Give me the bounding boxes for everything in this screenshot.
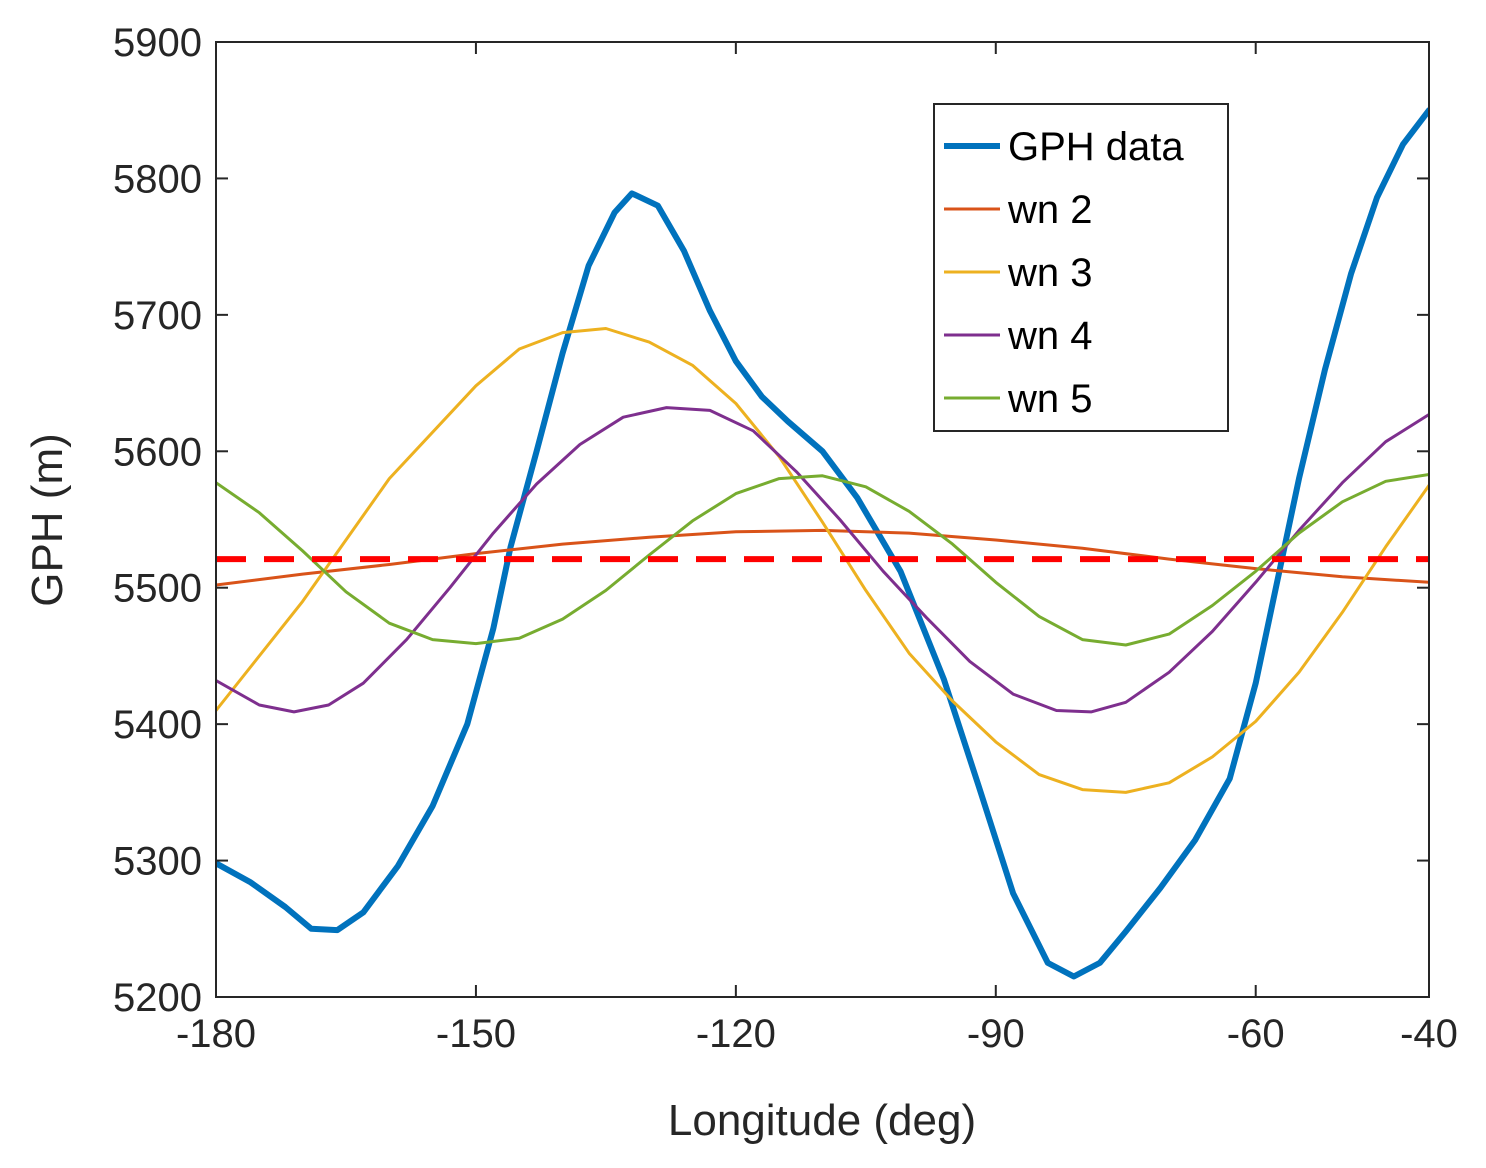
y-tick-label: 5200 bbox=[113, 976, 202, 1020]
x-tick-label: -90 bbox=[967, 1012, 1025, 1056]
ticks-layer: 5200 5300 5400 5500 5600 5700 5800 5900 -180 -150… bbox=[113, 21, 1458, 1056]
legend: GPH data wn 2 wn 3 wn 4 wn 5 bbox=[933, 103, 1229, 432]
legend-box bbox=[933, 103, 1229, 432]
series-layer bbox=[216, 107, 1429, 980]
legend-label-wn-3: wn 3 bbox=[1007, 251, 1093, 295]
x-tick-label: -40 bbox=[1400, 1012, 1458, 1056]
x-tick-label: -120 bbox=[696, 1012, 776, 1056]
y-tick-label: 5300 bbox=[113, 840, 202, 884]
y-tick-label: 5700 bbox=[113, 294, 202, 338]
y-axis-label: GPH (m) bbox=[23, 433, 72, 607]
x-axis-label: Longitude (deg) bbox=[668, 1096, 976, 1145]
series-line-gph-data bbox=[216, 107, 1429, 980]
series-line-wn-4 bbox=[216, 406, 1429, 714]
axes-layer bbox=[215, 41, 1430, 998]
legend-label-wn-4: wn 4 bbox=[1007, 314, 1093, 358]
legend-label-gph-data: GPH data bbox=[1008, 125, 1184, 169]
series-line-wn-5 bbox=[216, 473, 1429, 647]
y-tick-label: 5600 bbox=[113, 430, 202, 474]
legend-label-wn-5: wn 5 bbox=[1007, 377, 1093, 421]
axes-box bbox=[215, 41, 1430, 998]
legend-label-wn-2: wn 2 bbox=[1007, 188, 1093, 232]
x-tick-label: -60 bbox=[1227, 1012, 1285, 1056]
x-tick-label: -150 bbox=[436, 1012, 516, 1056]
y-tick-label: 5800 bbox=[113, 157, 202, 201]
x-tick-label: -180 bbox=[176, 1012, 256, 1056]
series-line-wn-3 bbox=[216, 327, 1429, 794]
y-tick-label: 5500 bbox=[113, 567, 202, 611]
y-tick-label: 5900 bbox=[113, 21, 202, 65]
y-tick-label: 5400 bbox=[113, 703, 202, 747]
